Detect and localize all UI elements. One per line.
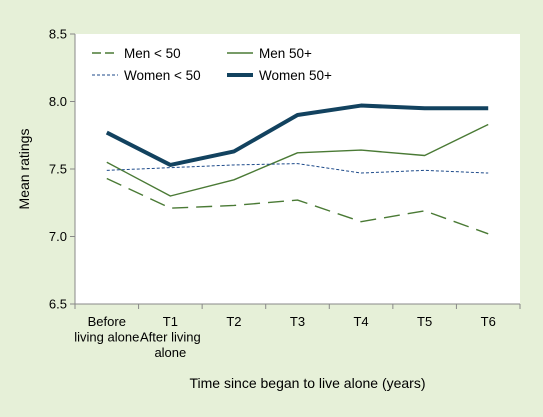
legend-label-3: Women 50+ <box>259 68 332 83</box>
series-layer <box>105 103 489 235</box>
x-tick-label: Before living alone <box>74 314 139 345</box>
series-line-3 <box>105 103 489 167</box>
y-tick-label: 8.0 <box>49 94 67 109</box>
x-tick-label: T2 <box>226 314 241 329</box>
legend-label-0: Men < 50 <box>124 46 181 61</box>
x-tick-label: T3 <box>290 314 305 329</box>
x-tick-label: T6 <box>481 314 496 329</box>
legend: Men < 50 Men 50+ Women < 50 Women 50+ <box>92 46 332 83</box>
x-tick-label: T4 <box>353 314 368 329</box>
x-tick-label: T5 <box>417 314 432 329</box>
y-axis-title: Mean ratings <box>16 129 32 210</box>
legend-label-1: Men 50+ <box>259 46 312 61</box>
y-tick-label: 7.5 <box>49 162 67 177</box>
series-line-0 <box>106 177 489 235</box>
series-line-2 <box>106 163 489 174</box>
y-tick-label: 6.5 <box>49 297 67 312</box>
legend-label-2: Women < 50 <box>124 68 201 83</box>
series-line-1 <box>106 123 489 197</box>
x-tick-label: T1 After living alone <box>140 314 201 360</box>
y-tick-label: 8.5 <box>49 27 67 42</box>
x-axis-title: Time since began to live alone (years) <box>189 375 425 391</box>
y-tick-label: 7.0 <box>49 229 67 244</box>
